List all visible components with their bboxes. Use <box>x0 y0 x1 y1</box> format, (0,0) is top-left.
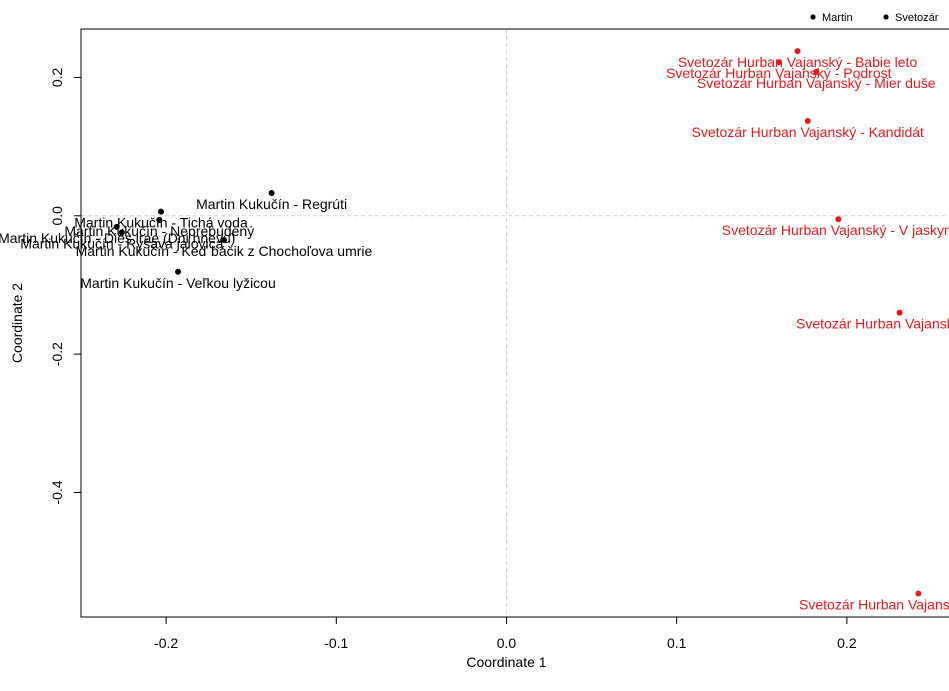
point-label: Martin Kukučín - Keď báčik z Chochoľova … <box>76 243 373 259</box>
point-label: Martin Kukučín - Neprebudený <box>64 223 254 239</box>
data-points <box>113 48 922 597</box>
data-point <box>175 268 182 275</box>
point-label: Svetozár Hurban Vajanský - V jaskyni <box>722 222 949 238</box>
plot-frame <box>80 28 949 618</box>
data-point <box>813 68 820 75</box>
point-label: Martin Kukučín - Veľkou lyžicou <box>80 275 276 291</box>
data-point <box>896 309 903 316</box>
data-point <box>835 216 842 223</box>
point-label: Martin Kukučín - Regrúti <box>196 196 347 212</box>
point-label: Svetozár Hurban Vajanský - Mier duše <box>697 75 936 91</box>
data-point <box>118 229 125 236</box>
legend-label: Svetozár <box>895 12 939 24</box>
x-tick-label: 0.2 <box>837 635 857 651</box>
data-point <box>794 48 801 55</box>
point-label: Martin Kukučín - Dies irae (Dni hnevu) <box>0 230 235 246</box>
data-point <box>268 189 275 196</box>
y-axis: -0.4 -0.2 0.0 0.2 <box>49 67 81 505</box>
y-axis-label: Coordinate 2 <box>9 283 25 363</box>
x-tick-label: 0.1 <box>667 635 687 651</box>
data-point <box>113 223 120 230</box>
legend-marker <box>810 14 816 20</box>
x-tick-label: 0.0 <box>497 635 517 651</box>
x-tick-label: -0.2 <box>154 635 178 651</box>
y-tick-label: -0.2 <box>49 342 65 366</box>
y-tick-label: 0.2 <box>49 67 65 87</box>
data-point <box>157 208 164 215</box>
data-point <box>804 118 811 125</box>
data-point <box>775 59 782 66</box>
point-label: Svetozár Hurban Vajanský - Kandidát <box>692 124 925 140</box>
data-point <box>156 216 163 223</box>
y-tick-label: 0.0 <box>49 206 65 226</box>
x-axis-label: Coordinate 1 <box>466 654 546 670</box>
point-label: Martin Kukučín - Ryšavá jalovica <box>20 235 223 251</box>
x-tick-label: -0.1 <box>324 635 348 651</box>
data-point <box>220 236 227 243</box>
point-labels: Martin Kukučín - Regrúti Martin Kukučín -… <box>0 54 949 612</box>
legend-label: Martin <box>822 12 853 24</box>
y-tick-label: -0.4 <box>49 480 65 504</box>
legend-marker <box>883 14 889 20</box>
point-label: Svetozár Hurban Vajanský - Podrost <box>666 65 892 81</box>
x-axis: -0.2 -0.1 0.0 0.1 0.2 <box>154 617 857 651</box>
legend: Martin Svetozár <box>810 12 939 24</box>
point-label: Svetozár Hurban Vajanský - Tatry <box>796 316 949 332</box>
reference-lines <box>81 29 949 617</box>
point-label: Svetozár Hurban Vajanský - Na Dunaji <box>799 596 949 612</box>
point-label: Martin Kukučín - Tichá voda <box>74 215 248 231</box>
data-point <box>915 590 922 597</box>
point-label: Svetozár Hurban Vajanský - Babie leto <box>678 54 918 70</box>
